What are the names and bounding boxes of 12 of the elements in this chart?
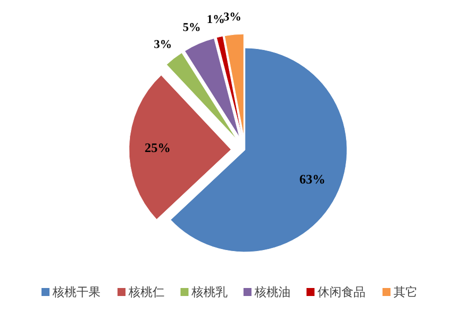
legend-label: 核桃仁: [128, 285, 164, 299]
data-label: 3%: [154, 37, 172, 52]
legend-label: 休闲食品: [318, 285, 366, 299]
data-label: 63%: [299, 172, 326, 187]
data-label: 1%: [206, 12, 225, 26]
data-label: 3%: [223, 10, 242, 24]
data-label: 5%: [182, 20, 201, 34]
legend-label: 核桃乳: [190, 285, 228, 299]
legend-label: 核桃油: [254, 285, 290, 299]
data-label: 25%: [144, 140, 171, 155]
legend-label: 其它: [394, 285, 418, 299]
legend-label: 核桃干果: [52, 285, 100, 299]
